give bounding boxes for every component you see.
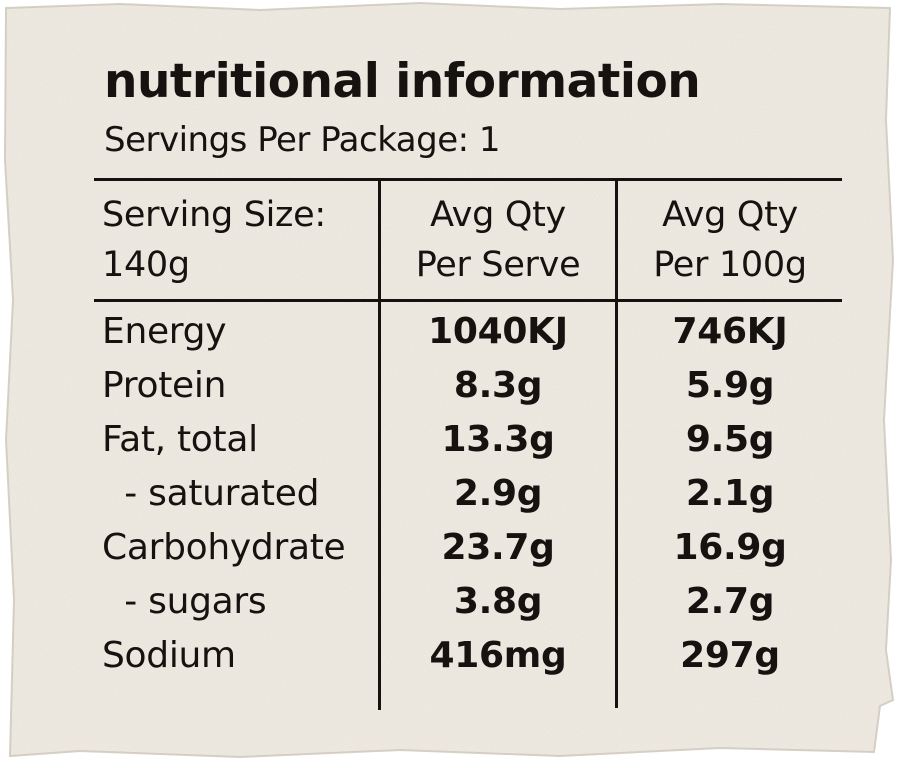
per-100g-value: 16.9g: [618, 521, 842, 575]
column-header-per-serve: Avg Qty Per Serve: [382, 190, 614, 290]
per-serve-line1: Avg Qty: [382, 190, 614, 240]
top-rule: [94, 178, 842, 181]
serving-size-line2: 140g: [102, 240, 372, 290]
column-header-per-100g: Avg Qty Per 100g: [618, 190, 842, 290]
per-100g-value: 297g: [618, 629, 842, 683]
per-serve-value: 3.8g: [382, 575, 614, 629]
per-serve-value: 2.9g: [382, 467, 614, 521]
per-100g-value: 9.5g: [618, 413, 842, 467]
servings-per-package: Servings Per Package: 1: [104, 120, 500, 160]
per-serve-value: 23.7g: [382, 521, 614, 575]
column-divider-1: [378, 180, 381, 710]
panel-title: nutritional information: [104, 54, 700, 109]
nutrient-label: Carbohydrate: [102, 521, 345, 575]
nutrient-label: - saturated: [102, 467, 319, 521]
per-100g-value: 2.1g: [618, 467, 842, 521]
per-serve-value: 1040KJ: [382, 305, 614, 359]
per-serve-line2: Per Serve: [382, 240, 614, 290]
per-serve-value: 8.3g: [382, 359, 614, 413]
per-100g-line2: Per 100g: [618, 240, 842, 290]
serving-size-label: Serving Size: 140g: [102, 190, 372, 290]
serving-size-line1: Serving Size:: [102, 190, 372, 240]
nutrient-label: Energy: [102, 305, 226, 359]
nutrient-label: Protein: [102, 359, 226, 413]
nutrient-label: Fat, total: [102, 413, 258, 467]
nutrient-label: Sodium: [102, 629, 236, 683]
per-100g-line1: Avg Qty: [618, 190, 842, 240]
per-serve-value: 13.3g: [382, 413, 614, 467]
per-100g-value: 2.7g: [618, 575, 842, 629]
per-serve-value: 416mg: [382, 629, 614, 683]
per-100g-value: 5.9g: [618, 359, 842, 413]
per-100g-value: 746KJ: [618, 305, 842, 359]
nutrient-label: - sugars: [102, 575, 266, 629]
header-rule: [94, 299, 842, 302]
